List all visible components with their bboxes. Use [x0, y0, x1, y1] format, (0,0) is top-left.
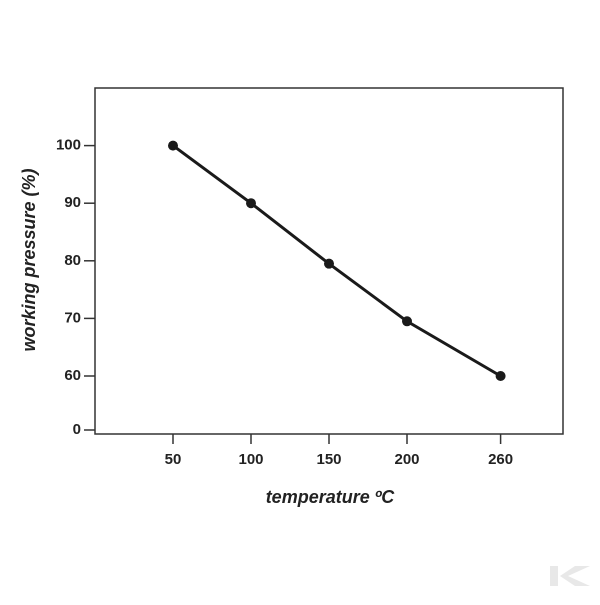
y-tick-label: 70	[64, 309, 81, 326]
x-axis-title: temperature ºC	[266, 487, 396, 507]
x-tick-label: 150	[316, 451, 341, 468]
y-tick-label: 80	[64, 252, 81, 269]
point	[324, 258, 334, 269]
point	[168, 140, 178, 151]
y-tick-label: 60	[64, 367, 81, 384]
y-axis-title: working pressure (%)	[19, 168, 39, 351]
x-tick-label: 50	[165, 451, 182, 468]
point	[402, 316, 412, 327]
line	[172, 144, 502, 378]
point	[495, 371, 506, 381]
point	[246, 198, 256, 209]
y-tick-label: 100	[56, 137, 81, 154]
x-tick-label: 260	[488, 451, 513, 468]
x-tick-label: 200	[394, 451, 419, 468]
y-tick-label: 0	[73, 421, 81, 438]
y-tick-label: 90	[64, 194, 81, 211]
watermark	[550, 566, 590, 586]
x-tick-label: 100	[238, 451, 263, 468]
